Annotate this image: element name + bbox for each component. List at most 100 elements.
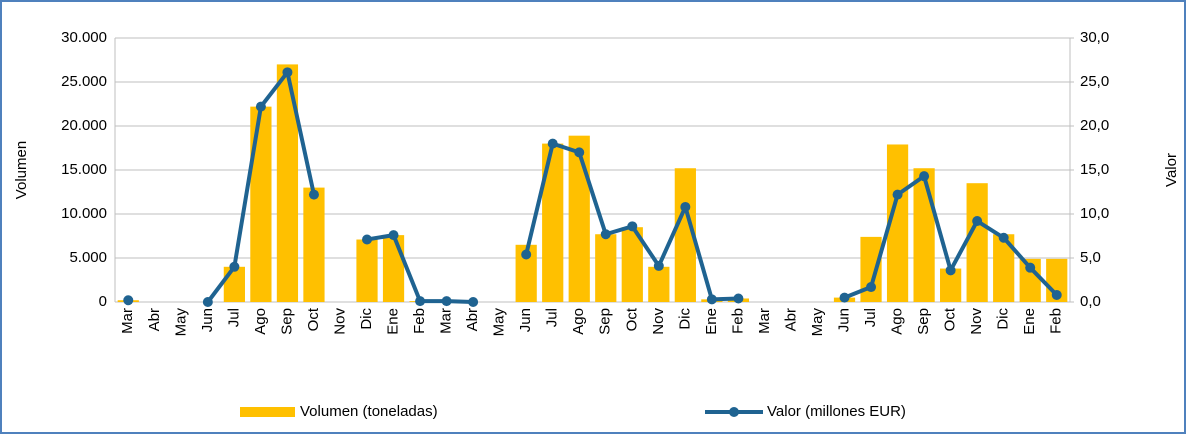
line-marker	[653, 260, 664, 271]
x-tick-label: Oct	[942, 307, 959, 331]
bar	[382, 235, 405, 302]
line-marker	[839, 292, 850, 303]
line-marker	[998, 232, 1009, 243]
bar	[648, 266, 670, 302]
y-tick-label: 10.000	[61, 205, 107, 222]
y-tick-label: 20.000	[61, 117, 107, 134]
x-tick-label: Jun	[199, 308, 216, 332]
x-tick-label: Ago	[570, 308, 587, 335]
y2-tick-label: 15,0	[1080, 161, 1109, 178]
x-tick-label: Dic	[995, 308, 1012, 330]
x-tick-label: Abr	[146, 308, 163, 331]
line-marker	[627, 221, 638, 232]
line-marker	[521, 249, 532, 260]
x-tick-label: Sep	[597, 308, 614, 335]
line-marker	[706, 294, 717, 305]
bar	[595, 234, 617, 302]
line-marker	[892, 189, 903, 200]
y2-tick-label: 10,0	[1080, 205, 1109, 222]
line-marker	[202, 297, 213, 307]
bar	[276, 64, 299, 303]
bar	[886, 144, 909, 302]
y2-tick-label: 25,0	[1080, 73, 1109, 90]
line-marker	[123, 295, 134, 306]
x-tick-label: Ago	[252, 308, 269, 335]
line-marker	[229, 261, 240, 272]
bar	[993, 234, 1015, 302]
y-tick-label: 25.000	[61, 73, 107, 90]
bar	[223, 266, 245, 302]
x-tick-label: Dic	[358, 308, 375, 330]
bar	[674, 168, 696, 302]
x-tick-label: Feb	[729, 308, 746, 334]
line-marker	[547, 138, 558, 149]
bar	[966, 183, 988, 302]
x-tick-label: Nov	[968, 308, 985, 335]
x-tick-label: May	[172, 308, 189, 337]
bar	[568, 135, 590, 302]
x-tick-label: Ago	[889, 308, 906, 335]
line-marker	[1025, 262, 1036, 273]
bar	[1019, 258, 1041, 302]
y-tick-label: 15.000	[61, 161, 107, 178]
y-axis-title: Volumen	[13, 141, 30, 199]
y2-tick-label: 5,0	[1080, 249, 1101, 266]
x-tick-label: Feb	[1048, 308, 1065, 334]
x-tick-label: Jul	[544, 308, 561, 327]
line-marker	[255, 101, 266, 112]
legend-marker	[729, 407, 739, 417]
y2-tick-label: 30,0	[1080, 29, 1109, 46]
x-tick-label: Mar	[119, 308, 136, 334]
x-tick-label: Abr	[464, 308, 481, 331]
y2-tick-label: 0,0	[1080, 293, 1101, 310]
line-marker	[945, 265, 956, 276]
legend-label: Valor (millones EUR)	[767, 403, 906, 420]
x-tick-label: Abr	[782, 308, 799, 331]
x-tick-label: Mar	[756, 308, 773, 334]
line-marker	[972, 216, 983, 227]
line-marker	[1051, 289, 1062, 300]
x-tick-label: Mar	[438, 308, 455, 334]
x-tick-label: Oct	[305, 307, 322, 331]
y-tick-label: 0	[99, 293, 107, 310]
bar	[542, 143, 564, 302]
line-marker	[415, 296, 426, 307]
x-tick-label: Sep	[278, 308, 295, 335]
x-tick-label: Dic	[676, 308, 693, 330]
x-tick-label: Feb	[411, 308, 428, 334]
line-marker	[388, 230, 399, 241]
line-marker	[362, 234, 373, 245]
y-tick-label: 5.000	[69, 249, 107, 266]
x-tick-label: Sep	[915, 308, 932, 335]
y-tick-label: 30.000	[61, 29, 107, 46]
x-tick-label: Oct	[623, 307, 640, 331]
line-marker	[866, 282, 877, 293]
line-marker	[282, 67, 293, 78]
bar	[303, 187, 325, 302]
line-marker	[574, 147, 585, 158]
line-marker	[441, 296, 452, 307]
x-tick-label: Ene	[703, 308, 720, 335]
bar	[515, 244, 537, 302]
line-marker	[308, 189, 319, 200]
x-tick-label: Ene	[385, 308, 402, 335]
legend-swatch	[240, 407, 295, 417]
bar	[913, 168, 935, 302]
x-tick-label: May	[809, 308, 826, 337]
bar	[940, 268, 962, 302]
bar	[621, 227, 643, 302]
bar	[356, 239, 378, 302]
bar	[250, 106, 272, 302]
y2-tick-label: 20,0	[1080, 117, 1109, 134]
legend-label: Volumen (toneladas)	[300, 403, 438, 420]
x-tick-label: May	[491, 308, 508, 337]
y2-axis-title: Valor	[1163, 153, 1180, 187]
x-tick-label: Jul	[225, 308, 242, 327]
x-tick-label: Nov	[331, 308, 348, 335]
line-marker	[600, 229, 611, 240]
line-marker	[680, 201, 691, 212]
x-tick-label: Ene	[1021, 308, 1038, 335]
x-tick-label: Jul	[862, 308, 879, 327]
